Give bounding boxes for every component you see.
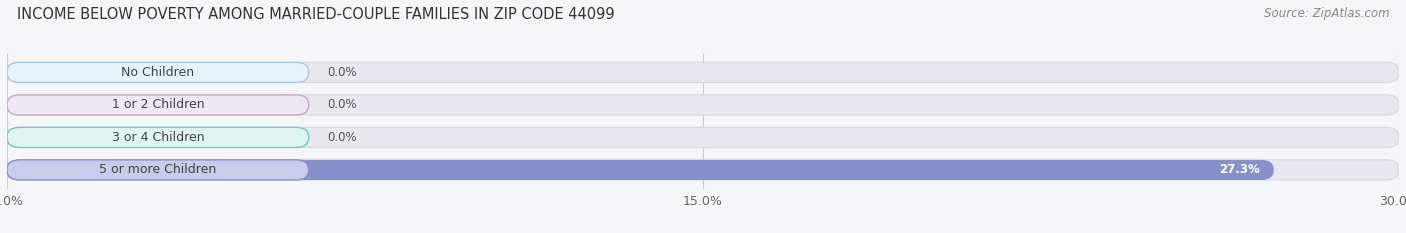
- Text: 27.3%: 27.3%: [1219, 163, 1260, 176]
- FancyBboxPatch shape: [7, 127, 309, 147]
- Text: INCOME BELOW POVERTY AMONG MARRIED-COUPLE FAMILIES IN ZIP CODE 44099: INCOME BELOW POVERTY AMONG MARRIED-COUPL…: [17, 7, 614, 22]
- FancyBboxPatch shape: [7, 160, 309, 180]
- Text: 1 or 2 Children: 1 or 2 Children: [111, 98, 204, 111]
- Text: 5 or more Children: 5 or more Children: [100, 163, 217, 176]
- FancyBboxPatch shape: [7, 160, 1399, 180]
- Text: 0.0%: 0.0%: [328, 98, 357, 111]
- FancyBboxPatch shape: [7, 62, 309, 82]
- FancyBboxPatch shape: [7, 62, 1399, 82]
- Text: 0.0%: 0.0%: [328, 66, 357, 79]
- FancyBboxPatch shape: [7, 127, 1399, 147]
- Text: Source: ZipAtlas.com: Source: ZipAtlas.com: [1264, 7, 1389, 20]
- FancyBboxPatch shape: [7, 160, 1274, 180]
- FancyBboxPatch shape: [7, 95, 1399, 115]
- FancyBboxPatch shape: [7, 95, 309, 115]
- Text: No Children: No Children: [121, 66, 194, 79]
- Text: 0.0%: 0.0%: [328, 131, 357, 144]
- Text: 3 or 4 Children: 3 or 4 Children: [111, 131, 204, 144]
